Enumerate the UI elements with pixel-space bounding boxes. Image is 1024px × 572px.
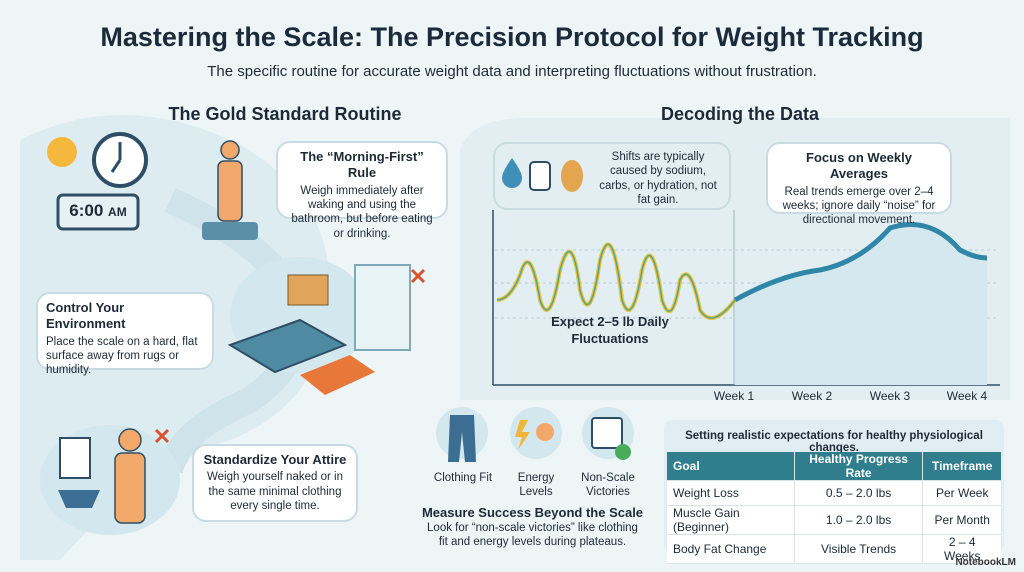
trend-line bbox=[733, 222, 988, 303]
time-suffix: AM bbox=[108, 205, 127, 219]
row: Body Fat Change Visible Trends 2 – 4 Weeks bbox=[667, 534, 1001, 564]
subtitle: The specific routine for accurate weight… bbox=[207, 63, 817, 80]
rug bbox=[300, 355, 375, 395]
week-label: Week 4 bbox=[946, 389, 988, 403]
beyond-item: Clothing Fit bbox=[433, 472, 493, 484]
boxes bbox=[287, 274, 329, 306]
time: 6:00 bbox=[69, 201, 104, 220]
causes-bubble: Shifts are typically caused by sodium, c… bbox=[493, 142, 731, 210]
cell: 1.0 – 2.0 lbs bbox=[793, 505, 923, 535]
fluctuation-label: Expect 2–5 lb Daily Fluctuations bbox=[551, 314, 669, 346]
bread-icon bbox=[561, 160, 583, 192]
cell: Visible Trends bbox=[793, 534, 923, 564]
row: Weight Loss 0.5 – 2.0 lbs Per Week bbox=[667, 480, 1001, 506]
beyond-item: Non-Scale Victories bbox=[581, 472, 635, 498]
person bbox=[114, 452, 146, 524]
focus-bubble: Focus on Weekly Averages Real trends emer… bbox=[766, 142, 952, 226]
cell: Body Fat Change bbox=[667, 534, 795, 564]
water-icon bbox=[502, 158, 522, 188]
table-wrap: Goal Healthy Progress Rate Timeframe Wei… bbox=[667, 452, 1001, 564]
week-label: Week 1 bbox=[713, 389, 755, 403]
focus-title: Focus on Weekly Averages bbox=[806, 150, 912, 182]
shower bbox=[354, 264, 411, 351]
step-bubble: Control Your Environment Place the scale … bbox=[36, 292, 214, 376]
week-label: Week 2 bbox=[791, 389, 833, 403]
clock-hand bbox=[110, 159, 122, 173]
table-caption: Setting realistic expectations for healt… bbox=[685, 430, 983, 454]
cell: 0.5 – 2.0 lbs bbox=[793, 480, 923, 506]
section-title: Decoding the Data bbox=[660, 104, 820, 124]
alarm-display bbox=[56, 193, 140, 231]
title: Mastering the Scale: The Precision Proto… bbox=[100, 22, 924, 52]
cell: 2 – 4 Weeks bbox=[922, 534, 1001, 564]
scale bbox=[227, 318, 348, 374]
step-title: The “Morning-First” Rule bbox=[300, 149, 424, 181]
sun bbox=[47, 137, 77, 167]
beyond-text: Look for “non-scale victories” like clot… bbox=[427, 522, 638, 548]
x-mark bbox=[410, 268, 426, 284]
calendar-icon bbox=[591, 417, 623, 449]
step-text: Weigh immediately after waking and using… bbox=[291, 184, 433, 240]
step-bubble: Standardize Your Attire Weigh yourself na… bbox=[192, 444, 358, 522]
week-label: Week 3 bbox=[869, 389, 911, 403]
check-icon bbox=[615, 444, 631, 460]
header-row: Goal Healthy Progress Rate Timeframe bbox=[667, 452, 1001, 481]
expectations-table: Goal Healthy Progress Rate Timeframe Wei… bbox=[667, 452, 1001, 564]
focus-text: Real trends emerge over 2–4 weeks; ignor… bbox=[782, 185, 936, 227]
cell: Per Month bbox=[922, 505, 1001, 535]
person bbox=[118, 428, 142, 452]
trend-area bbox=[735, 224, 987, 385]
x-mark bbox=[154, 428, 170, 444]
beyond-item: Energy Levels bbox=[517, 472, 555, 498]
step-title: Control Your Environment bbox=[46, 300, 126, 332]
fluctuation-line bbox=[496, 243, 736, 319]
column-header: Timeframe bbox=[922, 452, 1001, 481]
energy-icon bbox=[536, 423, 554, 441]
alarm-time: 6:00 AM bbox=[58, 201, 138, 221]
icon-bg bbox=[436, 407, 488, 459]
scale bbox=[202, 222, 258, 240]
person bbox=[217, 160, 243, 222]
person bbox=[220, 140, 240, 160]
beyond-title: Measure Success Beyond the Scale bbox=[421, 505, 644, 520]
cell: Muscle Gain (Beginner) bbox=[667, 505, 795, 535]
column-header: Healthy Progress Rate bbox=[793, 452, 923, 481]
cell: Weight Loss bbox=[667, 480, 795, 506]
step-bubble: The “Morning-First” Rule Weigh immediatel… bbox=[276, 141, 448, 240]
causes-note: Shifts are typically caused by sodium, c… bbox=[599, 151, 717, 207]
towel bbox=[59, 437, 91, 479]
step-text: Place the scale on a hard, flat surface … bbox=[46, 335, 198, 377]
section-title: The Gold Standard Routine bbox=[168, 104, 402, 124]
underwear bbox=[58, 490, 100, 508]
salt-icon bbox=[529, 161, 551, 191]
step-title: Standardize Your Attire bbox=[203, 452, 347, 467]
row: Muscle Gain (Beginner) 1.0 – 2.0 lbs Per M… bbox=[667, 505, 1001, 535]
cell: Per Week bbox=[922, 480, 1001, 506]
energy-icon bbox=[515, 420, 530, 450]
step-text: Weigh yourself naked or in the same mini… bbox=[207, 471, 343, 512]
column-header: Goal bbox=[667, 452, 795, 481]
jeans-icon bbox=[448, 415, 476, 462]
brand: NotebookLM bbox=[955, 557, 1016, 568]
